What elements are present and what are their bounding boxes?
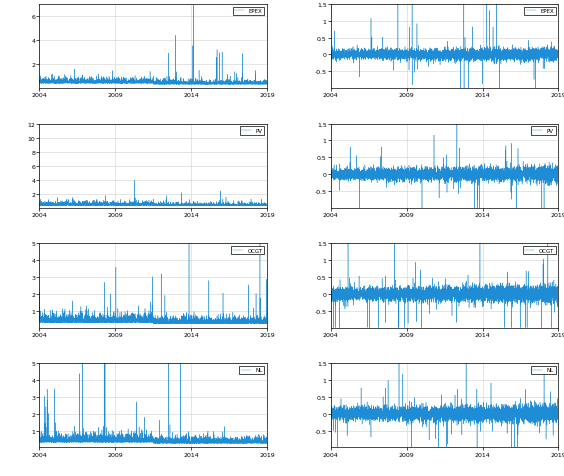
Legend: PV: PV xyxy=(240,127,265,135)
Legend: OCGT: OCGT xyxy=(231,247,265,255)
Legend: EPEX: EPEX xyxy=(233,8,265,16)
Legend: EPEX: EPEX xyxy=(524,8,556,16)
Legend: PV: PV xyxy=(531,127,556,135)
Legend: NL: NL xyxy=(239,366,265,374)
Legend: OCGT: OCGT xyxy=(523,247,556,255)
Legend: NL: NL xyxy=(531,366,556,374)
